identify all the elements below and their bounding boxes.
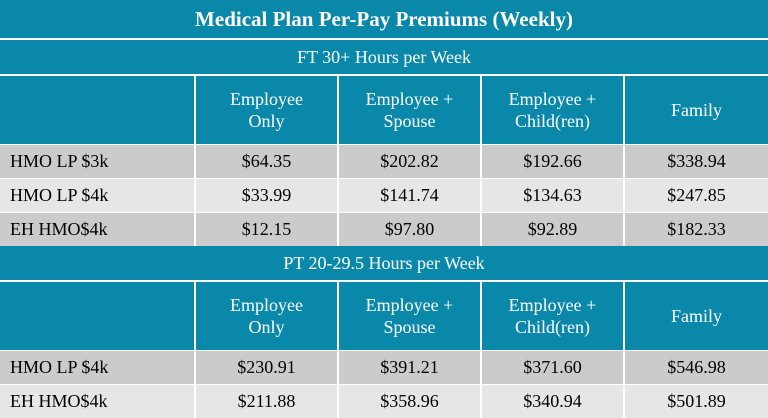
plan-name: EH HMO$4k xyxy=(0,213,195,247)
premium-table-container: Medical Plan Per-Pay Premiums (Weekly) F… xyxy=(0,0,768,409)
column-header-employee-only: Employee Only xyxy=(195,281,338,351)
premium-cell: $64.35 xyxy=(195,145,338,179)
premium-cell: $247.85 xyxy=(624,179,768,213)
column-header-plan xyxy=(0,281,195,351)
premium-cell: $211.88 xyxy=(195,385,338,418)
section-header-ft: FT 30+ Hours per Week xyxy=(0,39,768,75)
plan-name: HMO LP $4k xyxy=(0,179,195,213)
table-row: HMO LP $3k $64.35 $202.82 $192.66 $338.9… xyxy=(0,145,768,179)
premium-cell: $202.82 xyxy=(338,145,481,179)
plan-name: HMO LP $3k xyxy=(0,145,195,179)
column-header-row: Employee Only Employee + Spouse Employee… xyxy=(0,281,768,351)
column-header-employee-children: Employee + Child(ren) xyxy=(481,75,624,145)
premium-cell: $230.91 xyxy=(195,351,338,385)
table-row: EH HMO$4k $211.88 $358.96 $340.94 $501.8… xyxy=(0,385,768,418)
premium-cell: $134.63 xyxy=(481,179,624,213)
col-label: Family xyxy=(671,306,722,326)
column-header-family: Family xyxy=(624,281,768,351)
premium-cell: $33.99 xyxy=(195,179,338,213)
column-header-row: Employee Only Employee + Spouse Employee… xyxy=(0,75,768,145)
plan-name: EH HMO$4k xyxy=(0,385,195,418)
table-row: HMO LP $4k $33.99 $141.74 $134.63 $247.8… xyxy=(0,179,768,213)
col-label: Employee + Spouse xyxy=(366,89,454,131)
column-header-employee-spouse: Employee + Spouse xyxy=(338,281,481,351)
plan-name: HMO LP $4k xyxy=(0,351,195,385)
premium-cell: $92.89 xyxy=(481,213,624,247)
premium-cell: $141.74 xyxy=(338,179,481,213)
premium-cell: $338.94 xyxy=(624,145,768,179)
col-label: Employee + Child(ren) xyxy=(509,295,597,337)
premium-cell: $340.94 xyxy=(481,385,624,418)
premium-cell: $371.60 xyxy=(481,351,624,385)
col-label: Employee Only xyxy=(230,89,303,131)
premium-cell: $546.98 xyxy=(624,351,768,385)
col-label: Employee Only xyxy=(230,295,303,337)
premium-cell: $501.89 xyxy=(624,385,768,418)
col-label: Employee + Child(ren) xyxy=(509,89,597,131)
column-header-employee-spouse: Employee + Spouse xyxy=(338,75,481,145)
column-header-plan xyxy=(0,75,195,145)
premium-cell: $391.21 xyxy=(338,351,481,385)
premium-cell: $182.33 xyxy=(624,213,768,247)
premium-cell: $192.66 xyxy=(481,145,624,179)
premium-cell: $97.80 xyxy=(338,213,481,247)
column-header-employee-only: Employee Only xyxy=(195,75,338,145)
table-row: EH HMO$4k $12.15 $97.80 $92.89 $182.33 xyxy=(0,213,768,247)
section-header-pt: PT 20-29.5 Hours per Week xyxy=(0,246,768,281)
col-label: Employee + Spouse xyxy=(366,295,454,337)
table-title: Medical Plan Per-Pay Premiums (Weekly) xyxy=(0,0,768,39)
premium-cell: $358.96 xyxy=(338,385,481,418)
table-row: HMO LP $4k $230.91 $391.21 $371.60 $546.… xyxy=(0,351,768,385)
column-header-employee-children: Employee + Child(ren) xyxy=(481,281,624,351)
col-label: Family xyxy=(671,100,722,120)
premium-cell: $12.15 xyxy=(195,213,338,247)
column-header-family: Family xyxy=(624,75,768,145)
